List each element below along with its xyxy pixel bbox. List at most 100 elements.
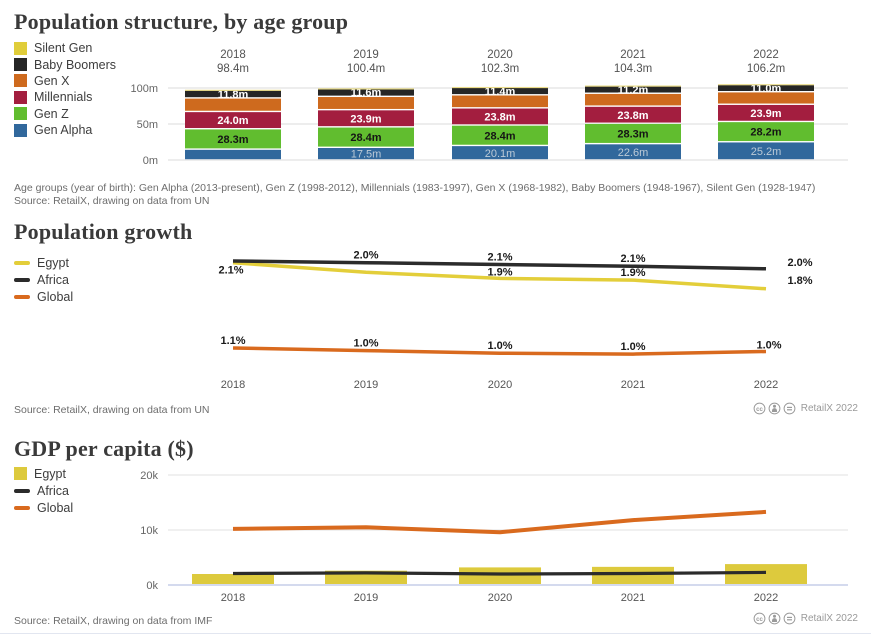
legend-swatch — [14, 41, 27, 55]
legend-label: Egypt — [37, 255, 69, 270]
bar-segment — [452, 125, 548, 145]
credit-badge: cc RetailX 2022 — [753, 402, 858, 415]
legend-item: Baby Boomers — [14, 56, 116, 72]
egypt-bar — [192, 574, 274, 584]
bar-value-label: 25.2m — [751, 146, 782, 158]
cc-attribution-icon — [768, 402, 781, 415]
x-tick-label: 2021 — [621, 592, 645, 604]
series-line-africa — [232, 259, 767, 271]
legend-swatch — [14, 294, 30, 299]
bar-segment — [318, 88, 414, 90]
bar-segment — [585, 144, 681, 160]
bar-segment — [452, 108, 548, 125]
egypt-bar — [592, 566, 674, 584]
y-tick-label: 0k — [146, 580, 158, 592]
svg-text:cc: cc — [756, 407, 763, 413]
population-structure-chart: 0m 50m 100m 2018 98.4m 28.3m 24.0m 11.8m 2019 100… — [130, 49, 848, 167]
legend-swatch — [14, 260, 30, 265]
bar-value-label: 17.5m — [351, 149, 382, 161]
cc-attribution-icon — [768, 612, 781, 625]
bar-segment — [718, 84, 814, 92]
legend-label: Global — [37, 289, 74, 304]
column-year: 2019 — [353, 49, 379, 61]
bar-value-label: 28.3m — [617, 129, 648, 141]
section2-source: Source: RetailX, drawing on data from UN — [14, 404, 210, 416]
bar-value-label: 22.6m — [618, 147, 649, 159]
legend-label: Millennials — [34, 90, 93, 105]
column-total: 106.2m — [747, 63, 785, 75]
x-tick-label: 2019 — [354, 379, 378, 391]
legend-item: Global — [14, 499, 73, 516]
bar-segment — [185, 98, 281, 111]
data-label: 1.0% — [620, 341, 645, 353]
legend-item: Global — [14, 288, 73, 305]
legend-label: Global — [37, 500, 74, 515]
bar-value-label: 23.9m — [350, 113, 381, 125]
bar-value-label: 11.2m — [618, 84, 649, 96]
column-year: 2018 — [220, 49, 246, 61]
bar-value-label: 24.0m — [217, 115, 248, 127]
legend-label: Gen Z — [34, 106, 69, 121]
legend-swatch — [14, 123, 27, 137]
bar-segment — [718, 84, 814, 86]
bar-segment — [718, 122, 814, 142]
bar-segment — [185, 129, 281, 149]
population-growth-chart: 2.1% 1.9% 1.9% 1.8% 2.0% 2.1% 2.1% 2.0% 1.1% 1.0%… — [218, 250, 812, 391]
data-label: 2.0% — [787, 257, 812, 269]
section1-notes: Age groups (year of birth): Gen Alpha (2… — [14, 182, 854, 208]
section1-legend: Silent Gen Baby Boomers Gen X Millennials Ge… — [14, 40, 116, 138]
bar-segment — [318, 97, 414, 109]
bar-value-label: 11.4m — [485, 86, 516, 98]
legend-item: Gen X — [14, 73, 116, 89]
bar-value-label: 23.9m — [750, 108, 781, 120]
y-tick-label: 10k — [140, 525, 158, 537]
data-label: 1.0% — [756, 339, 781, 351]
credit-text: RetailX 2022 — [800, 613, 858, 624]
legend-item: Egypt — [14, 254, 73, 271]
series-line-africa — [232, 570, 767, 576]
series-line-global — [232, 509, 767, 535]
y-tick-label: 50m — [137, 119, 158, 131]
legend-label: Gen X — [34, 73, 70, 88]
column-total: 104.3m — [614, 63, 652, 75]
legend-label: Africa — [37, 483, 69, 498]
egypt-bar — [725, 564, 807, 584]
y-tick-label: 20k — [140, 470, 158, 482]
column-total: 98.4m — [217, 63, 249, 75]
legend-item: Silent Gen — [14, 40, 116, 56]
bar-segment — [585, 123, 681, 143]
section2-title: Population growth — [14, 219, 193, 244]
bar-segment — [318, 88, 414, 96]
section3-source: Source: RetailX, drawing on data from IM… — [14, 615, 213, 627]
bar-segment — [318, 148, 414, 160]
series-line-global — [232, 346, 767, 356]
legend-item: Egypt — [14, 465, 73, 482]
x-tick-label: 2019 — [354, 592, 378, 604]
legend-item: Africa — [14, 271, 73, 288]
x-tick-label: 2018 — [221, 379, 245, 391]
legend-swatch — [14, 90, 27, 104]
legend-item: Gen Z — [14, 106, 116, 122]
section1-title: Population structure, by age group — [14, 9, 349, 34]
cc-icon: cc — [753, 612, 766, 625]
bottom-divider — [0, 633, 871, 634]
legend-swatch — [14, 488, 30, 493]
data-label: 2.1% — [487, 251, 512, 263]
bar-segment — [185, 149, 281, 160]
bar-segment — [185, 89, 281, 91]
egypt-bar — [459, 567, 541, 584]
bar-segment — [718, 92, 814, 104]
data-label: 1.0% — [353, 338, 378, 350]
legend-label: Gen Alpha — [34, 123, 93, 138]
legend-item: Gen Alpha — [14, 122, 116, 138]
bar-value-label: 23.8m — [617, 110, 648, 122]
legend-swatch — [14, 74, 27, 88]
bar-segment — [452, 95, 548, 108]
data-label: 1.8% — [787, 275, 812, 287]
cc-icon: cc — [753, 402, 766, 415]
bar-segment — [452, 87, 548, 95]
data-label: 2.0% — [353, 250, 378, 262]
section1-source: Source: RetailX, drawing on data from UN — [14, 195, 210, 207]
svg-text:cc: cc — [756, 617, 763, 623]
